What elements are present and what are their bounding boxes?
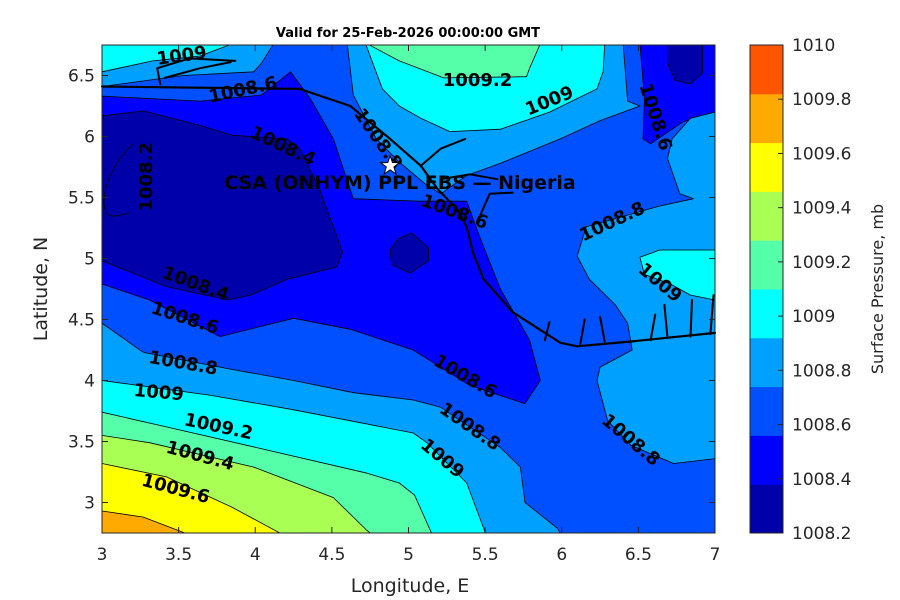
- y-tick-label: 4.5: [68, 311, 95, 331]
- colorbar-band: [750, 435, 783, 485]
- contour-line-1008.2: [103, 143, 134, 217]
- river-line: [479, 191, 514, 216]
- river-line: [579, 318, 586, 347]
- colorbar-tick-label: 1009: [792, 307, 835, 327]
- colorbar-tick-label: 1008.8: [792, 361, 851, 381]
- river-line: [599, 316, 606, 343]
- x-tick-label: 5: [403, 545, 414, 565]
- site-star-icon: [379, 154, 402, 176]
- colorbar-tick-label: 1009.8: [792, 90, 851, 110]
- colorbar-band: [750, 240, 783, 290]
- x-tick-label: 6.5: [625, 545, 652, 565]
- y-tick-label: 5: [84, 250, 95, 270]
- x-tick-label: 3.5: [165, 545, 192, 565]
- y-tick-label: 5.5: [68, 189, 95, 209]
- y-tick-label: 6.5: [68, 67, 95, 87]
- contour-fill-1009-1009.2: [102, 45, 231, 73]
- river-line: [689, 299, 693, 338]
- colorbar-band: [750, 386, 783, 436]
- x-axis-label: Longitude, E: [351, 575, 470, 597]
- river-line: [543, 320, 551, 342]
- colorbar-tick-label: 1010: [792, 36, 835, 56]
- x-tick-label: 4.5: [318, 545, 345, 565]
- y-tick-label: 4: [84, 372, 95, 392]
- colorbar-tick-label: 1009.2: [792, 253, 851, 273]
- colorbar-label: Surface Pressure, mb: [868, 204, 887, 374]
- contour-fill-1008.2-1008.4: [102, 110, 344, 301]
- colorbar-tick-label: 1008.6: [792, 416, 851, 436]
- colorbar: 1008.2 1008.4 1008.6 1008.8 1009 1009.2 1009.4…: [749, 36, 851, 544]
- y-tick-label: 6: [84, 128, 95, 148]
- contour-fill-1008.2-1008.4: [389, 232, 429, 274]
- colorbar-band: [750, 289, 783, 339]
- colorbar-band: [750, 191, 783, 241]
- contour-fill-1009-1009.2: [639, 249, 715, 301]
- x-axis: 3 3.5 4 4.5 5 5.5 6 6.5 7: [97, 45, 721, 565]
- river-line: [156, 57, 237, 85]
- colorbar-tick-label: 1008.2: [792, 524, 851, 544]
- x-tick-label: 6: [556, 545, 567, 565]
- coastline: [100, 85, 717, 348]
- y-axis: 3 3.5 4 4.5 5 5.5 6 6.5: [68, 67, 715, 514]
- colorbar-tick-label: 1008.4: [792, 470, 851, 490]
- contour-label: 1008.2: [136, 142, 157, 211]
- chart-title: Valid for 25-Feb-2026 00:00:00 GMT: [276, 26, 540, 41]
- river-line: [419, 137, 467, 167]
- river-line: [663, 303, 669, 339]
- colorbar-band: [750, 484, 783, 534]
- contour-fill-1009.6-1009.8: [102, 463, 281, 533]
- colorbar-band: [750, 93, 783, 144]
- x-tick-label: 3: [97, 545, 108, 565]
- contour-fill-1008.2-1008.4: [667, 45, 704, 85]
- colorbar-tick-label: 1009.4: [792, 199, 851, 219]
- river-line: [709, 294, 715, 336]
- colorbar-frame: [749, 44, 784, 534]
- plot-area: [102, 45, 715, 533]
- y-tick-label: 3: [84, 494, 95, 514]
- x-tick-label: 4: [250, 545, 261, 565]
- colorbar-tick-label: 1009.6: [792, 144, 851, 164]
- y-tick-label: 3.5: [68, 433, 95, 453]
- contour-fill-1009.2-1009.4: [368, 45, 541, 79]
- river-line: [649, 313, 657, 342]
- river-line: [439, 173, 499, 181]
- contour-label: 1009: [133, 380, 185, 405]
- colorbar-band: [750, 45, 783, 95]
- colorbar-band: [750, 337, 783, 388]
- colorbar-band: [750, 142, 783, 192]
- river-line: [163, 61, 232, 79]
- contour-fill-1009.8-1010: [102, 510, 186, 533]
- y-axis-label: Latitude, N: [30, 237, 52, 342]
- x-tick-label: 7: [710, 545, 721, 565]
- contour-label: 1009.2: [443, 70, 512, 91]
- contour-fill-1008.8-1009: [576, 111, 715, 464]
- x-tick-label: 5.5: [472, 545, 499, 565]
- site-label: CSA (ONHYM) PPL EBS — Nigeria: [224, 172, 575, 194]
